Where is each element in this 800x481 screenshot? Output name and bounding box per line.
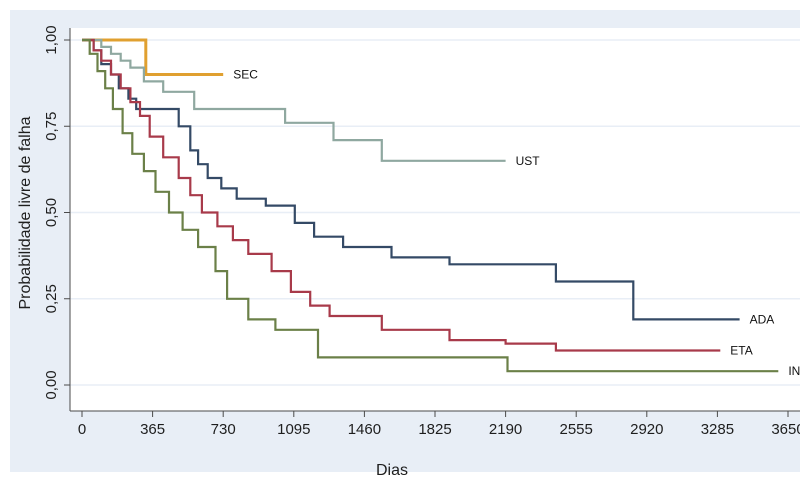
x-tick-label: 2190: [489, 421, 522, 438]
series-label-inf: INF: [788, 364, 800, 378]
x-tick-label: 3650: [771, 421, 800, 438]
series-label-ust: UST: [516, 154, 541, 168]
x-tick-label: 365: [140, 421, 165, 438]
axes: 0,00 0,25 0,50 0,75 1,00 0 365 730 1095 1460 1825 2…: [43, 25, 800, 438]
series-label-eta: ETA: [730, 344, 752, 358]
x-tick-label: 0: [78, 421, 86, 438]
grid-lines: [70, 39, 800, 386]
series-lines: [82, 38, 779, 373]
series-line-ust: [82, 38, 506, 162]
x-tick-label: 1460: [348, 421, 381, 438]
series-line-eta: [82, 38, 721, 352]
series-line-sec: [82, 38, 224, 76]
y-axis-title: Probabilidade livre de falha: [17, 116, 34, 309]
series-label-sec: SEC: [233, 68, 258, 82]
x-axis-title: Dias: [376, 462, 408, 479]
x-tick-label: 2920: [630, 421, 663, 438]
series-label-ada: ADA: [750, 312, 775, 326]
y-tick-label: 0,75: [43, 112, 60, 141]
series-labels: SEC UST ADA ETA INF: [233, 68, 800, 379]
x-tick-label: 730: [211, 421, 236, 438]
x-tick-label: 1825: [418, 421, 451, 438]
x-tick-label: 1095: [277, 421, 310, 438]
y-tick-label: 0,25: [43, 284, 60, 313]
plot-area: [70, 28, 800, 411]
y-tick-label: 0,50: [43, 198, 60, 227]
y-tick-label: 0,00: [43, 370, 60, 399]
x-tick-label: 2555: [560, 421, 593, 438]
y-tick-label: 1,00: [43, 25, 60, 54]
x-tick-label: 3285: [701, 421, 734, 438]
series-line-inf: [82, 38, 779, 373]
